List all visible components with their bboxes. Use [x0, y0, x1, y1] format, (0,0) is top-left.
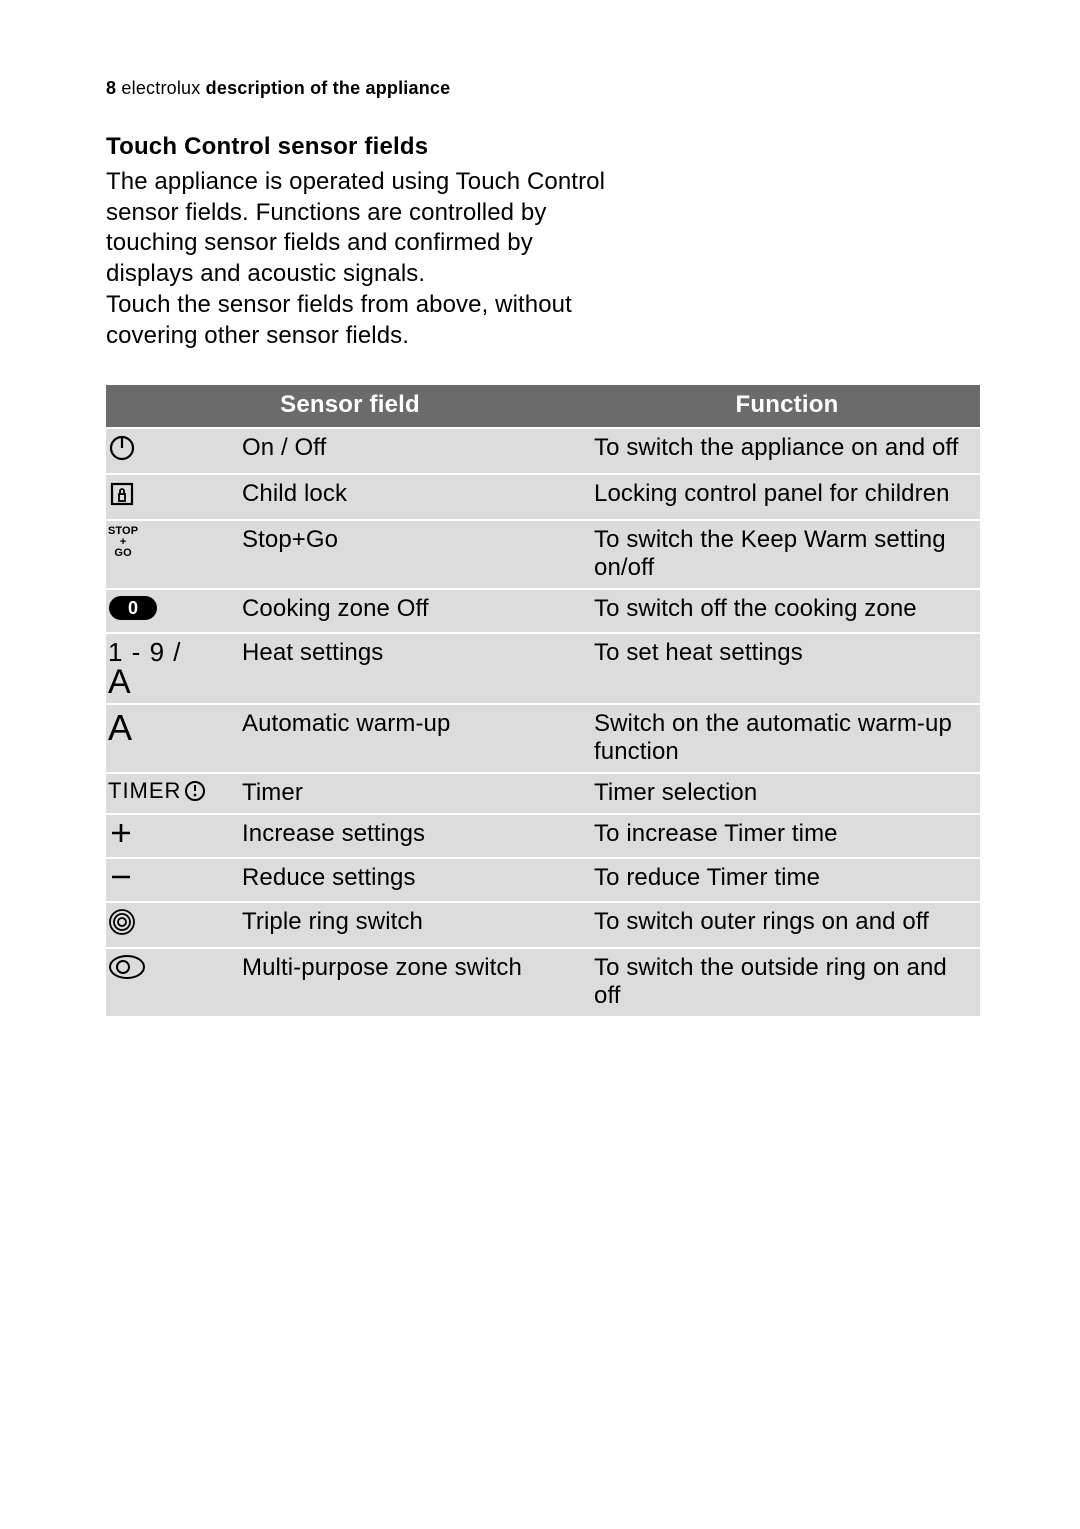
col-header-function: Function	[594, 385, 980, 428]
timer-icon: TIMER	[108, 779, 207, 803]
sensor-table: Sensor field Function On / Off To switch…	[106, 385, 980, 1016]
table-row: A Automatic warm-up Switch on the automa…	[106, 704, 980, 773]
function-cell: Switch on the automatic warm-up function	[594, 704, 980, 773]
function-cell: To reduce Timer time	[594, 858, 980, 902]
timer-text: TIMER	[108, 780, 181, 802]
multizone-icon	[108, 954, 146, 985]
header-section: description of the appliance	[206, 78, 451, 98]
function-cell: To switch the Keep Warm setting on/off	[594, 520, 980, 589]
sensor-cell: Multi-purpose zone switch	[242, 948, 594, 1016]
icon-cell	[106, 902, 242, 948]
table-row: On / Off To switch the appliance on and …	[106, 428, 980, 474]
intro-paragraph: The appliance is operated using Touch Co…	[106, 167, 606, 351]
heat-icon: 1 - 9 / A	[108, 637, 240, 697]
function-cell: To switch the outside ring on and off	[594, 948, 980, 1016]
sensor-cell: Timer	[242, 773, 594, 814]
table-row: Triple ring switch To switch outer rings…	[106, 902, 980, 948]
zoneoff-icon: 0	[108, 595, 158, 626]
function-cell: Timer selection	[594, 773, 980, 814]
icon-cell: 1 - 9 / A	[106, 633, 242, 704]
power-icon	[108, 434, 136, 467]
icon-cell	[106, 428, 242, 474]
childlock-icon	[108, 480, 136, 513]
table-header-row: Sensor field Function	[106, 385, 980, 428]
plus-icon	[108, 820, 134, 851]
table-row: STOP+GO Stop+Go To switch the Keep Warm …	[106, 520, 980, 589]
sensor-cell: Stop+Go	[242, 520, 594, 589]
function-cell: To set heat settings	[594, 633, 980, 704]
function-cell: To switch outer rings on and off	[594, 902, 980, 948]
page-header: 8 electrolux description of the applianc…	[106, 78, 980, 99]
brand-name: electrolux	[121, 78, 200, 98]
section-title: Touch Control sensor fields	[106, 133, 980, 161]
sensor-cell: Triple ring switch	[242, 902, 594, 948]
heat-a: A	[108, 667, 240, 698]
sensor-cell: Cooking zone Off	[242, 589, 594, 633]
minus-icon	[108, 864, 134, 895]
autowarm-icon: A	[108, 710, 132, 746]
icon-cell	[106, 474, 242, 520]
table-row: Multi-purpose zone switch To switch the …	[106, 948, 980, 1016]
function-cell: To switch the appliance on and off	[594, 428, 980, 474]
table-row: Child lock Locking control panel for chi…	[106, 474, 980, 520]
svg-text:0: 0	[128, 598, 138, 618]
icon-cell: TIMER	[106, 773, 242, 814]
sensor-cell: Automatic warm-up	[242, 704, 594, 773]
function-cell: To switch off the cooking zone	[594, 589, 980, 633]
triplering-icon	[108, 908, 136, 941]
function-cell: Locking control panel for children	[594, 474, 980, 520]
icon-cell	[106, 858, 242, 902]
sensor-cell: Heat settings	[242, 633, 594, 704]
icon-cell: A	[106, 704, 242, 773]
sensor-cell: Reduce settings	[242, 858, 594, 902]
icon-cell	[106, 948, 242, 1016]
icon-cell: STOP+GO	[106, 520, 242, 589]
table-row: Increase settings To increase Timer time	[106, 814, 980, 858]
table-row: 1 - 9 / A Heat settings To set heat sett…	[106, 633, 980, 704]
function-cell: To increase Timer time	[594, 814, 980, 858]
col-header-sensor: Sensor field	[106, 385, 594, 428]
table-row: TIMER Timer Timer selection	[106, 773, 980, 814]
sensor-cell: On / Off	[242, 428, 594, 474]
sensor-cell: Child lock	[242, 474, 594, 520]
page-number: 8	[106, 78, 116, 98]
stopgo-icon: STOP+GO	[108, 526, 138, 559]
icon-cell	[106, 814, 242, 858]
table-row: 0 Cooking zone Off To switch off the coo…	[106, 589, 980, 633]
sensor-cell: Increase settings	[242, 814, 594, 858]
table-row: Reduce settings To reduce Timer time	[106, 858, 980, 902]
icon-cell: 0	[106, 589, 242, 633]
